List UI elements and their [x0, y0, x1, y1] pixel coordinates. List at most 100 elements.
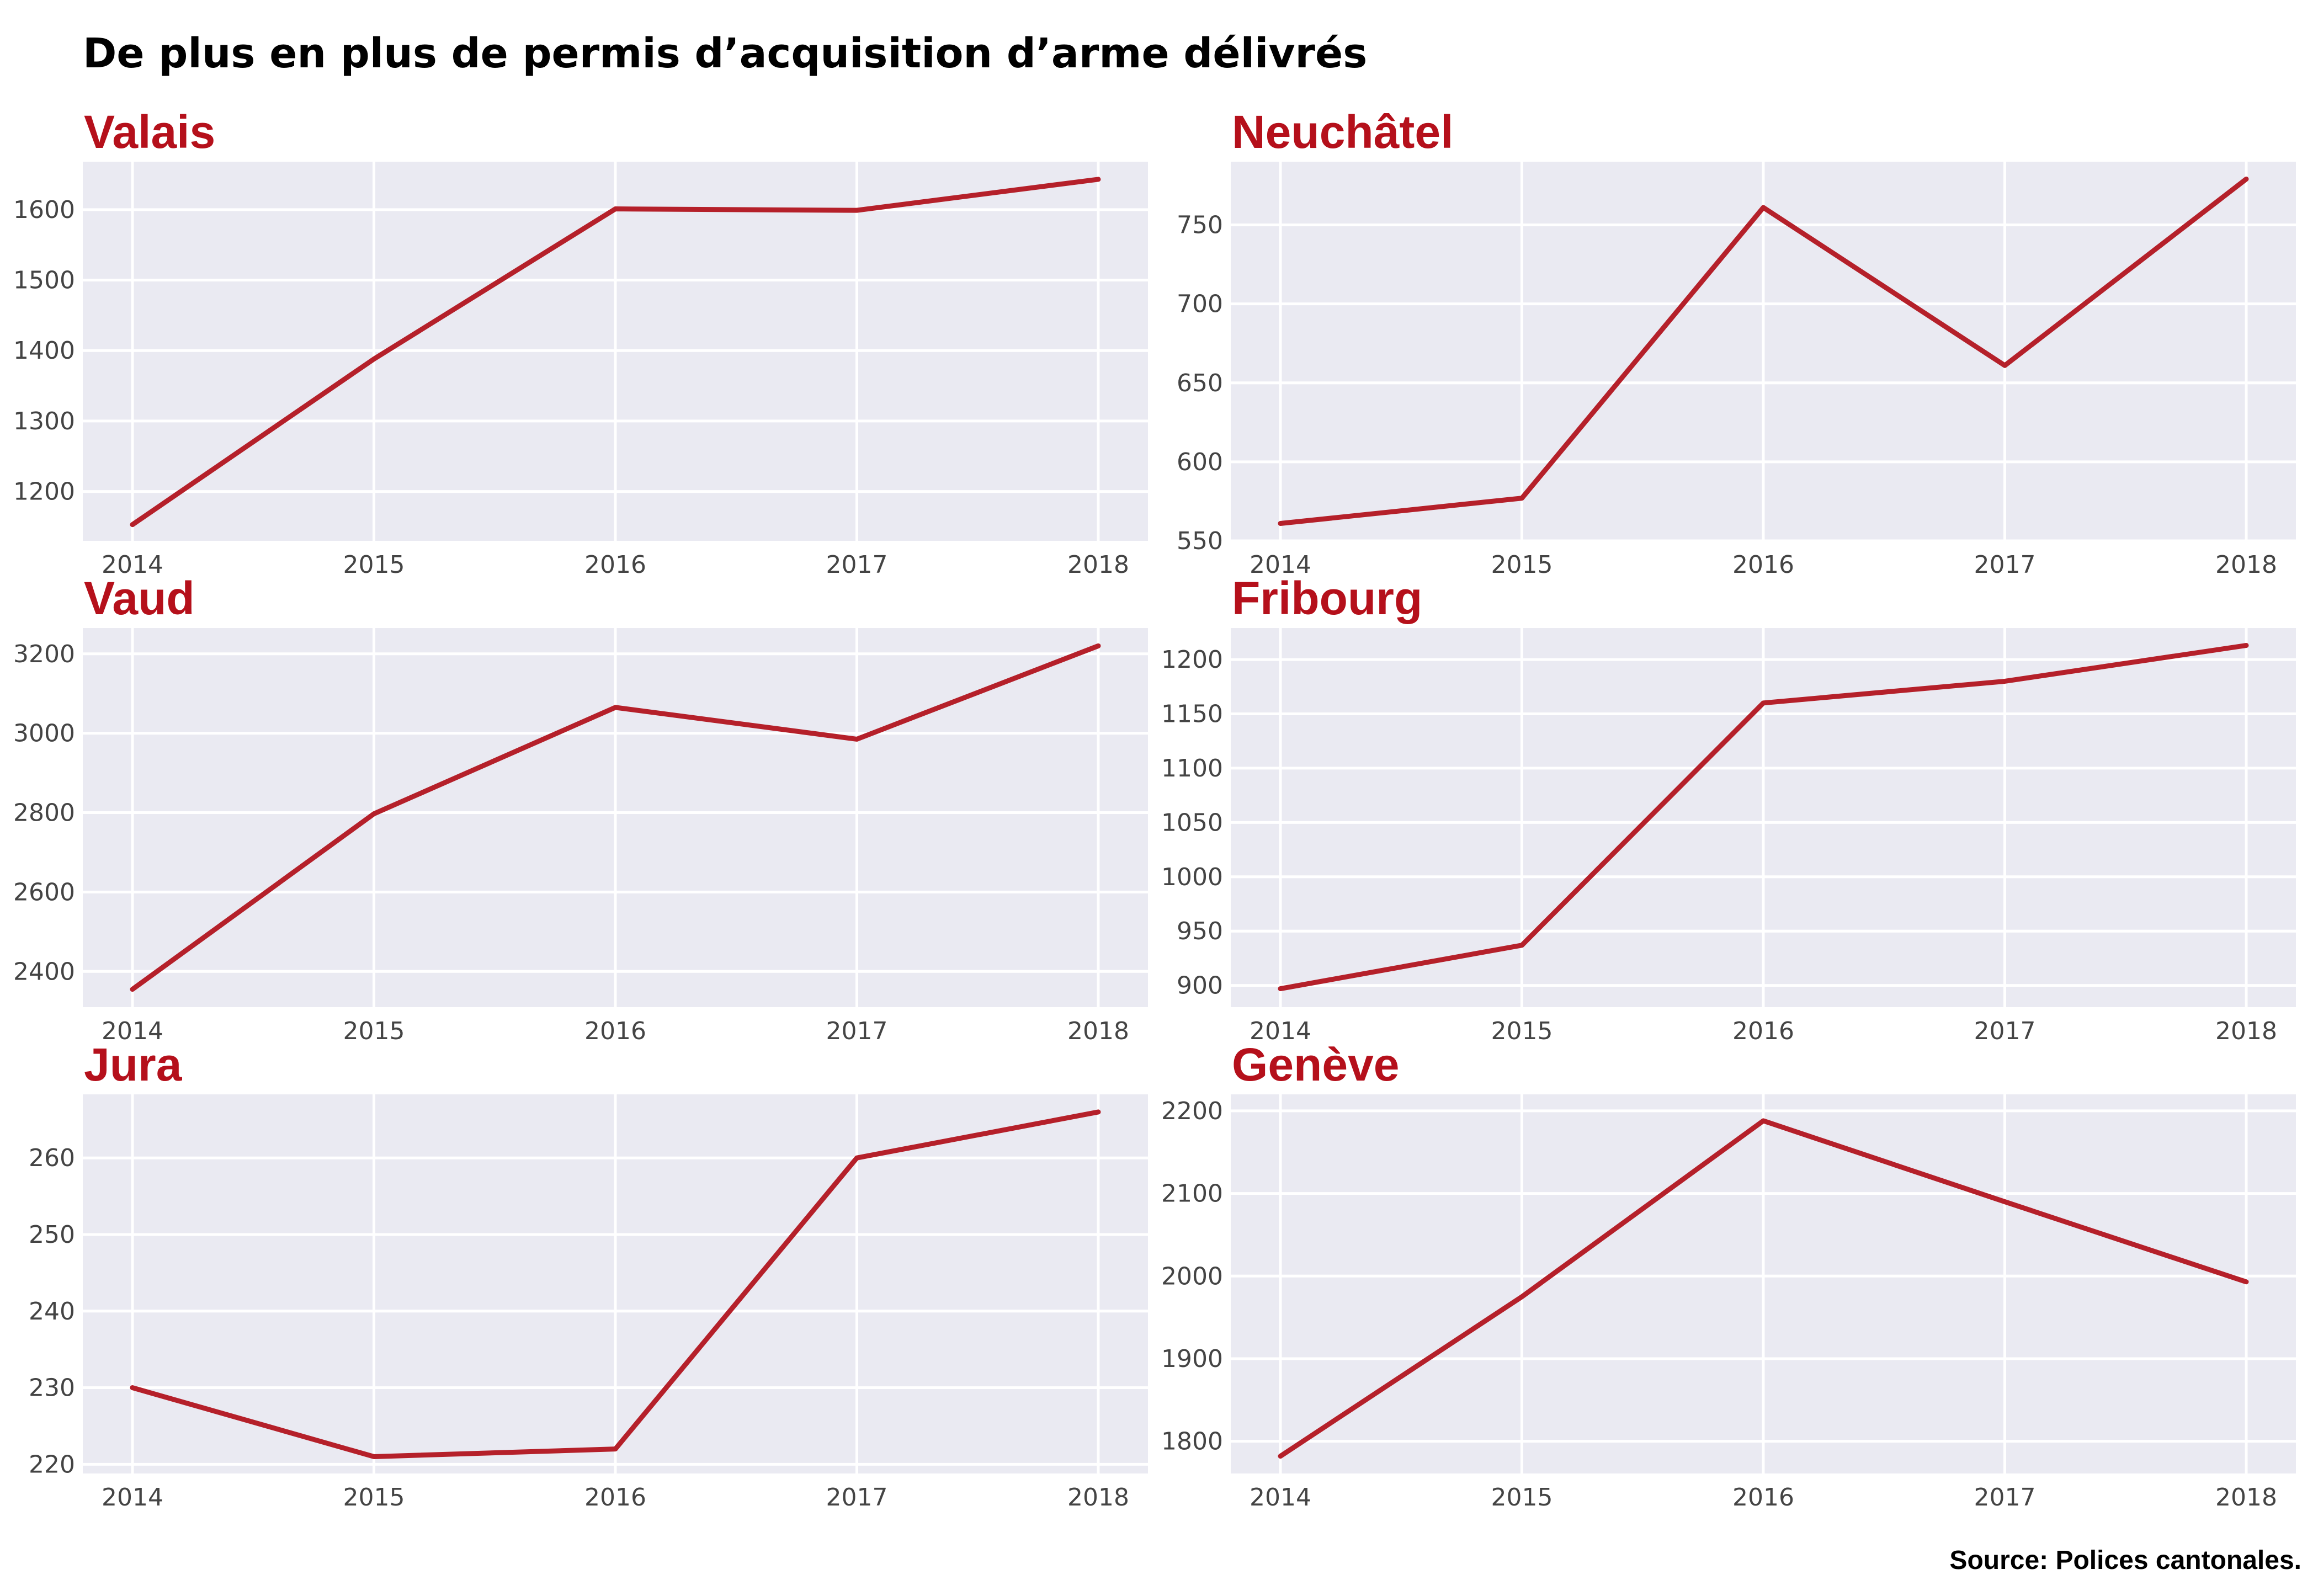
- data-point: [613, 206, 618, 211]
- y-tick-label: 1050: [1161, 808, 1223, 837]
- y-tick-label: 240: [29, 1297, 75, 1326]
- data-point: [854, 1156, 859, 1161]
- x-tick-label: 2017: [826, 1017, 888, 1045]
- y-tick-label: 3000: [13, 720, 75, 748]
- y-tick-label: 650: [1177, 369, 1223, 397]
- data-point: [1096, 1109, 1100, 1114]
- data-point: [130, 522, 135, 527]
- x-tick-label: 2017: [1974, 551, 2036, 579]
- y-tick-label: 2200: [1161, 1097, 1223, 1125]
- x-tick-labels: 2014 2015 2016 2017 2018: [1250, 551, 2277, 579]
- data-points: [130, 643, 1100, 992]
- y-tick-labels: 550 600 650 700 750: [1177, 211, 1223, 556]
- x-tick-labels: 2014 2015 2016 2017 2018: [102, 551, 1129, 579]
- x-tick-label: 2016: [1732, 551, 1794, 579]
- x-tick-label: 2014: [1250, 551, 1311, 579]
- panel-title: Fribourg: [1232, 572, 1422, 624]
- x-tick-label: 2014: [1250, 1017, 1311, 1045]
- x-tick-labels: 2014 2015 2016 2017 2018: [102, 1017, 1129, 1045]
- data-points: [1278, 643, 2248, 991]
- x-tick-label: 2018: [1067, 1017, 1129, 1045]
- x-tick-label: 2016: [1732, 1483, 1794, 1512]
- data-point: [1519, 943, 1524, 948]
- y-tick-label: 1150: [1161, 700, 1223, 728]
- panel-title: Genève: [1232, 1039, 1400, 1090]
- x-tick-label: 2016: [584, 551, 646, 579]
- data-points: [1278, 1118, 2248, 1459]
- data-point: [1096, 177, 1100, 182]
- gridlines: [83, 628, 1148, 1007]
- x-tick-labels: 2014 2015 2016 2017 2018: [1250, 1483, 2277, 1512]
- x-tick-label: 2017: [1974, 1017, 2036, 1045]
- y-tick-label: 230: [29, 1374, 75, 1402]
- x-tick-label: 2014: [1250, 1483, 1311, 1512]
- data-point: [1278, 986, 1283, 991]
- data-point: [2002, 679, 2007, 684]
- data-point: [613, 705, 618, 710]
- x-tick-label: 2017: [826, 1483, 888, 1512]
- x-tick-label: 2018: [1067, 551, 1129, 579]
- y-tick-labels: 900 950 1000 1050 1100 1150 1200: [1161, 646, 1223, 1000]
- x-tick-label: 2017: [1974, 1483, 2036, 1512]
- y-tick-label: 1800: [1161, 1428, 1223, 1456]
- x-tick-label: 2015: [1491, 551, 1553, 579]
- y-tick-label: 2800: [13, 799, 75, 827]
- data-point: [1761, 700, 1766, 705]
- x-tick-label: 2018: [1067, 1483, 1129, 1512]
- y-tick-label: 250: [29, 1221, 75, 1249]
- y-tick-labels: 1200 1300 1400 1500 1600: [13, 196, 75, 506]
- data-point: [1278, 1454, 1283, 1459]
- y-tick-label: 1300: [13, 407, 75, 435]
- x-tick-labels: 2014 2015 2016 2017 2018: [1250, 1017, 2277, 1045]
- y-tick-label: 950: [1177, 917, 1223, 945]
- data-point: [371, 1454, 376, 1459]
- x-tick-label: 2015: [343, 1483, 405, 1512]
- data-points: [1278, 177, 2248, 526]
- y-tick-label: 2600: [13, 878, 75, 906]
- y-tick-label: 900: [1177, 972, 1223, 1000]
- data-point: [2002, 1199, 2007, 1204]
- y-tick-label: 1600: [13, 196, 75, 224]
- y-tick-label: 1000: [1161, 863, 1223, 891]
- y-tick-label: 260: [29, 1144, 75, 1172]
- y-tick-label: 220: [29, 1450, 75, 1478]
- x-tick-label: 2014: [102, 1483, 163, 1512]
- data-point: [2244, 643, 2248, 648]
- x-tick-label: 2017: [826, 551, 888, 579]
- data-point: [1096, 643, 1100, 648]
- data-point: [371, 357, 376, 361]
- gridlines: [83, 162, 1148, 541]
- x-tick-label: 2018: [2215, 1017, 2277, 1045]
- source-note: Source: Polices cantonales.: [1949, 1546, 2301, 1575]
- x-tick-label: 2014: [102, 1017, 163, 1045]
- x-tick-label: 2018: [2215, 1483, 2277, 1512]
- panel-neuchatel: 550 600 650 700 750 2014 2015 2016 2017 2018 Neu…: [1177, 106, 2296, 579]
- y-tick-labels: 1800 1900 2000 2100 2200: [1161, 1097, 1223, 1456]
- data-point: [613, 1446, 618, 1451]
- data-points: [130, 1109, 1100, 1459]
- gridlines: [1231, 1094, 2296, 1473]
- y-tick-label: 1200: [13, 478, 75, 506]
- panel-title: Jura: [84, 1039, 183, 1090]
- x-tick-label: 2015: [343, 1017, 405, 1045]
- y-tick-label: 2100: [1161, 1180, 1223, 1208]
- data-point: [130, 1385, 135, 1390]
- y-tick-label: 600: [1177, 448, 1223, 476]
- data-point: [854, 737, 859, 742]
- panel-title: Valais: [84, 106, 215, 158]
- x-tick-labels: 2014 2015 2016 2017 2018: [102, 1483, 1129, 1512]
- data-point: [2244, 1279, 2248, 1284]
- data-point: [1761, 1118, 1766, 1123]
- panel-jura: 220 230 240 250 260 2014 2015 2016 2017 2018 Jur…: [29, 1039, 1148, 1512]
- y-tick-label: 2400: [13, 957, 75, 986]
- y-tick-label: 1900: [1161, 1345, 1223, 1373]
- y-tick-labels: 2400 2600 2800 3000 3200: [13, 640, 75, 986]
- y-tick-label: 1500: [13, 267, 75, 295]
- data-point: [2002, 363, 2007, 368]
- data-point: [1278, 521, 1283, 526]
- data-point: [371, 811, 376, 816]
